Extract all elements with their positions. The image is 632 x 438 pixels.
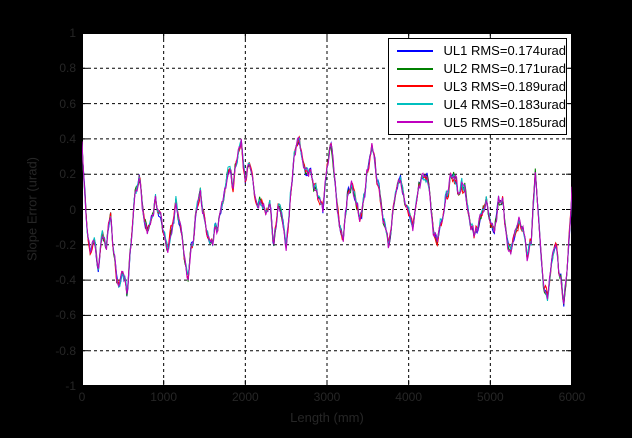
legend-item: UL3 RMS=0.189urad — [389, 78, 566, 95]
x-tick-label: 2000 — [231, 390, 259, 404]
x-tick-label: 3000 — [313, 390, 341, 404]
legend-item: UL1 RMS=0.174urad — [389, 42, 566, 59]
legend-line-sample — [397, 103, 433, 106]
legend-item-label: UL5 RMS=0.185urad — [443, 114, 567, 130]
legend-line-sample — [397, 49, 433, 52]
legend-line-sample — [397, 121, 433, 124]
y-tick-label: 0.8 — [59, 61, 76, 76]
y-axis-label: Slope Error (urad) — [24, 156, 40, 262]
legend: UL1 RMS=0.174urad UL2 RMS=0.171urad UL3 RM… — [388, 38, 567, 135]
x-tick-label: 4000 — [395, 390, 423, 404]
y-tick-label: -1 — [65, 379, 76, 393]
x-axis-label: Length (mm) — [290, 410, 364, 425]
series-line-ul5 — [82, 136, 572, 305]
legend-line-sample — [397, 67, 433, 70]
legend-item-label: UL1 RMS=0.174urad — [443, 43, 567, 59]
x-tick-label: 1000 — [150, 390, 178, 404]
y-tick-label: -0.4 — [55, 273, 76, 288]
y-tick-label: 1 — [69, 26, 76, 40]
legend-item-label: UL4 RMS=0.183urad — [443, 96, 567, 112]
legend-item-label: UL3 RMS=0.189urad — [443, 78, 567, 94]
legend-item-label: UL2 RMS=0.171urad — [443, 61, 567, 77]
y-tick-label: 0.4 — [59, 131, 76, 146]
legend-line-sample — [397, 85, 433, 88]
plot-canvas — [82, 33, 572, 386]
x-tick-label: 5000 — [476, 390, 504, 404]
y-tick-label: -0.2 — [55, 237, 76, 252]
legend-item: UL5 RMS=0.185urad — [389, 114, 566, 131]
x-tick-label: 0 — [78, 390, 86, 404]
plot-area: UL1 RMS=0.174urad UL2 RMS=0.171urad UL3 RM… — [82, 33, 572, 386]
legend-item: UL4 RMS=0.183urad — [389, 96, 566, 113]
y-tick-label: -0.6 — [55, 308, 76, 323]
legend-item: UL2 RMS=0.171urad — [389, 60, 566, 77]
y-tick-label: -0.8 — [55, 343, 76, 358]
y-tick-label: 0 — [69, 202, 76, 217]
x-tick-label: 6000 — [558, 390, 586, 404]
y-tick-label: 0.6 — [59, 96, 76, 111]
y-tick-label: 0.2 — [59, 167, 76, 182]
